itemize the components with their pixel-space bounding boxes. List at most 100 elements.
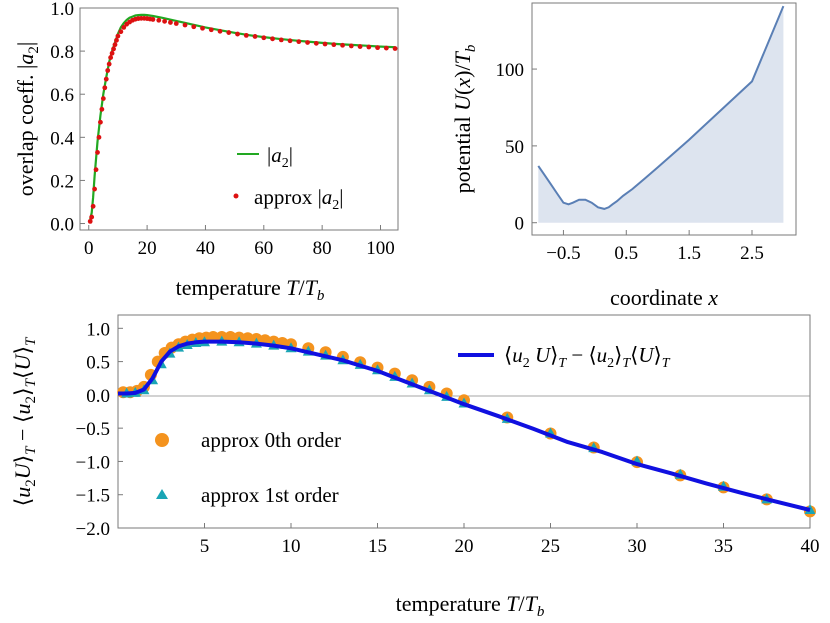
overlap-point-approx — [100, 96, 106, 101]
overlap-point-approx — [340, 42, 345, 48]
overlap-point-approx — [357, 44, 363, 49]
overlap-point-approx — [270, 36, 275, 42]
overlap-point-approx — [296, 39, 302, 45]
overlap-point-approx — [95, 150, 100, 155]
potential-fill — [538, 6, 784, 223]
potential-xtick-label: 1.5 — [677, 243, 701, 264]
legend-marker-approx-a2 — [233, 193, 239, 199]
covariance-ytick-label: −1.0 — [76, 452, 110, 473]
overlap-point-approx — [322, 41, 328, 47]
potential-ytick-label: 50 — [505, 137, 524, 158]
covariance-xtick-label: 10 — [282, 536, 301, 557]
covariance-line — [118, 339, 811, 512]
overlap-point-approx — [115, 33, 121, 39]
covariance-xtick-label: 30 — [628, 536, 647, 557]
covariance-xtick-label: 20 — [455, 536, 474, 557]
potential-ticks: −0.5 0.5 1.5 2.5 0 50 100 — [496, 60, 764, 264]
overlap-plot-frame — [79, 7, 399, 231]
overlap-point-approx — [348, 43, 354, 49]
overlap-point-approx — [109, 50, 115, 56]
overlap-point-approx — [366, 44, 372, 50]
overlap-xtick-label: 80 — [313, 238, 332, 259]
overlap-ytick-label: 0.4 — [50, 128, 74, 149]
overlap-point-approx — [96, 134, 102, 140]
overlap-point-approx — [278, 37, 284, 43]
overlap-point-approx — [150, 17, 156, 22]
overlap-point-approx — [114, 37, 119, 43]
legend-marker-0th — [155, 433, 169, 447]
overlap-point-approx — [191, 24, 197, 30]
potential-ylabel: potential U(x)/Tb — [450, 44, 479, 193]
legend-marker-1st — [156, 489, 168, 499]
overlap-point-approx — [118, 29, 124, 35]
potential-ytick-label: 100 — [496, 60, 525, 81]
covariance-xtick-label: 40 — [801, 536, 820, 557]
overlap-ylabel: overlap coeff. |a2| — [13, 42, 42, 197]
covariance-xtick-label: 35 — [714, 536, 733, 557]
panel-potential: −0.5 0.5 1.5 2.5 0 50 100 potential U(x)/Tb co… — [450, 2, 797, 310]
overlap-point-approx — [243, 32, 249, 38]
legend-label-a2: |a2| — [267, 143, 293, 171]
legend-label-approx-a2: approx |a2| — [254, 185, 344, 213]
overlap-point-approx — [105, 68, 111, 73]
covariance-ytick-label: 0.5 — [86, 353, 110, 374]
overlap-point-approx — [93, 167, 99, 173]
overlap-point-approx — [121, 24, 127, 30]
covariance-xtick-label: 5 — [200, 536, 210, 557]
overlap-point-approx — [375, 45, 380, 51]
overlap-point-approx — [87, 218, 93, 224]
covariance-ytick-label: −0.5 — [76, 419, 110, 440]
potential-xtick-label: 0.5 — [614, 243, 638, 264]
overlap-point-approx — [90, 203, 96, 209]
panel-overlap: 0 20 40 60 80 100 0.0 0.2 0.4 0.6 0.8 1.0 |a2| appr… — [13, 0, 399, 304]
overlap-point-approx — [200, 25, 205, 31]
overlap-point-approx — [383, 45, 389, 51]
covariance-xtick-label: 15 — [368, 536, 387, 557]
overlap-point-approx — [98, 119, 103, 125]
overlap-point-approx — [226, 30, 232, 35]
covariance-xlabel: temperature T/Tb — [396, 591, 545, 620]
potential-area — [537, 5, 785, 223]
overlap-xtick-label: 100 — [366, 238, 395, 259]
overlap-point-approx — [235, 31, 240, 37]
overlap-point-approx — [182, 22, 188, 28]
covariance-ticks: 5 10 15 20 25 30 35 40 1.0 0.5 0.0 −0.5 −1.0 −1.5 −2.0 — [76, 319, 820, 557]
potential-xtick-label: 2.5 — [740, 243, 764, 264]
overlap-point-approx — [173, 21, 179, 26]
overlap-ytick-label: 0.8 — [50, 42, 74, 63]
overlap-ytick-label: 1.0 — [50, 0, 74, 20]
overlap-point-approx — [103, 76, 109, 82]
overlap-point-approx — [92, 186, 97, 192]
covariance-ytick-label: 0.0 — [86, 386, 110, 407]
overlap-point-approx — [99, 106, 105, 112]
covariance-ytick-label: −2.0 — [76, 519, 110, 540]
overlap-point-approx — [108, 55, 114, 60]
overlap-point-approx — [331, 42, 337, 48]
overlap-point-approx — [102, 85, 108, 91]
overlap-xtick-label: 0 — [84, 238, 94, 259]
overlap-point-approx — [156, 17, 162, 23]
overlap-point-approx — [261, 35, 267, 41]
overlap-point-approx — [287, 38, 293, 44]
overlap-points — [87, 15, 398, 224]
covariance-lines — [118, 339, 811, 512]
potential-ytick-label: 0 — [515, 214, 525, 235]
covariance-ytick-label: 1.0 — [86, 319, 110, 340]
legend-label-0th: approx 0th order — [201, 428, 341, 452]
potential-xlabel: coordinate x — [610, 285, 718, 310]
overlap-point-approx — [106, 61, 112, 67]
overlap-point-approx — [162, 18, 168, 24]
overlap-xlabel: temperature T/Tb — [176, 275, 325, 304]
overlap-point-approx — [208, 27, 214, 33]
overlap-xtick-label: 20 — [138, 238, 157, 259]
potential-plot-frame — [531, 2, 797, 236]
panel-covariance: 5 10 15 20 25 30 35 40 1.0 0.5 0.0 −0.5 −1.0 −1.5 −2.0… — [10, 314, 820, 620]
overlap-point-approx — [252, 34, 258, 39]
overlap-ytick-label: 0.2 — [50, 171, 74, 192]
overlap-xtick-label: 40 — [196, 238, 215, 259]
potential-curve — [537, 5, 785, 210]
overlap-point-approx — [89, 214, 95, 220]
overlap-point-approx — [111, 46, 116, 52]
covariance-ytick-label: −1.5 — [76, 486, 110, 507]
